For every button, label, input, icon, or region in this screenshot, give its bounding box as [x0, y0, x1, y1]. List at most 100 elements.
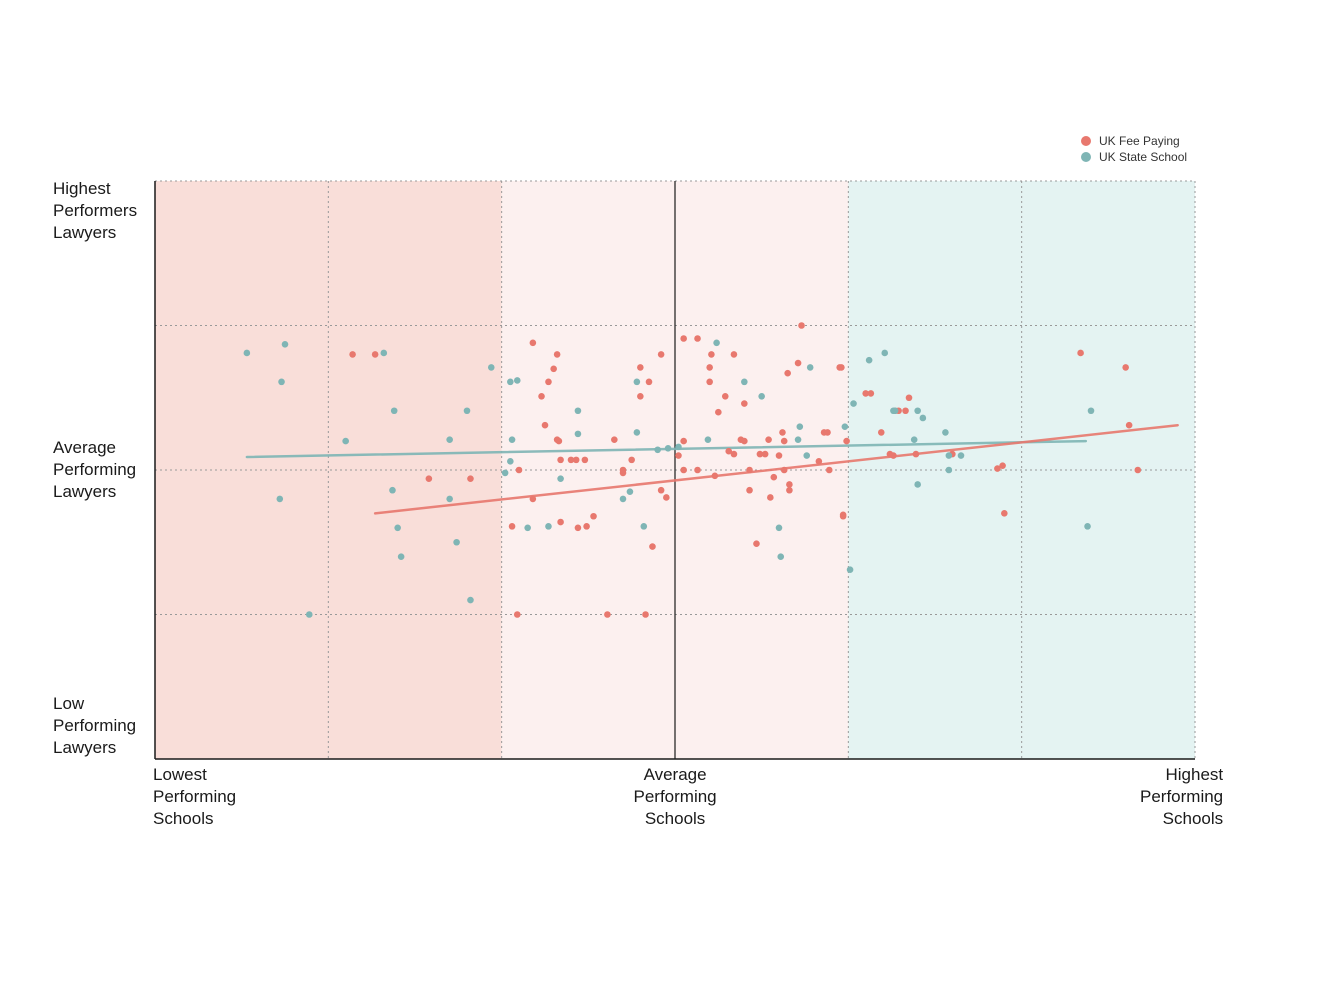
data-point-uk-fee-paying: [753, 540, 760, 547]
data-point-uk-fee-paying: [550, 365, 557, 373]
x-tick-label: Average Performing Schools: [633, 765, 717, 828]
data-point-uk-state-school: [846, 566, 854, 574]
data-point-uk-state-school: [794, 436, 802, 443]
data-point-uk-state-school: [957, 452, 965, 459]
data-point-uk-fee-paying: [583, 523, 590, 530]
legend-label-state-school: UK State School: [1099, 150, 1188, 164]
data-point-uk-state-school: [507, 378, 514, 386]
legend-swatch-fee-paying: [1081, 136, 1091, 146]
data-point-uk-state-school: [390, 407, 398, 415]
data-point-uk-fee-paying: [1125, 421, 1133, 429]
data-point-uk-state-school: [713, 339, 720, 347]
data-point-uk-fee-paying: [824, 429, 831, 436]
data-point-uk-fee-paying: [645, 378, 653, 386]
trendline-uk-fee-paying: [373, 423, 1179, 515]
data-point-uk-fee-paying: [798, 322, 805, 329]
data-point-uk-fee-paying: [619, 469, 627, 477]
data-point-uk-fee-paying: [867, 390, 875, 397]
data-point-uk-fee-paying: [794, 359, 802, 367]
data-point-uk-state-school: [389, 486, 396, 494]
data-point-uk-state-school: [675, 443, 682, 451]
data-point-uk-fee-paying: [767, 494, 774, 501]
data-point-uk-fee-paying: [545, 378, 552, 386]
data-point-uk-fee-paying: [902, 407, 909, 415]
data-point-uk-fee-paying: [711, 472, 719, 480]
data-point-uk-fee-paying: [741, 437, 748, 445]
data-point-uk-fee-paying: [741, 400, 748, 407]
data-point-uk-state-school: [942, 429, 949, 436]
data-point-uk-state-school: [777, 553, 785, 560]
data-point-uk-state-school: [305, 611, 313, 618]
data-point-uk-state-school: [914, 407, 921, 415]
data-point-uk-fee-paying: [784, 369, 791, 377]
data-point-uk-fee-paying: [628, 456, 635, 464]
data-point-uk-state-school: [446, 495, 453, 503]
data-point-uk-state-school: [463, 407, 471, 415]
data-point-uk-state-school: [704, 436, 712, 443]
data-point-uk-fee-paying: [515, 466, 523, 474]
data-point-uk-state-school: [626, 488, 634, 495]
data-point-uk-fee-paying: [1001, 510, 1008, 517]
data-point-uk-fee-paying: [663, 494, 670, 501]
data-point-uk-fee-paying: [706, 364, 713, 371]
data-point-uk-fee-paying: [862, 390, 869, 397]
data-point-uk-state-school: [467, 596, 474, 604]
axes: [154, 181, 1195, 760]
data-point-uk-fee-paying: [786, 481, 793, 488]
data-point-uk-state-school: [654, 446, 661, 454]
data-point-uk-state-school: [1087, 407, 1095, 415]
data-point-uk-state-school: [574, 407, 582, 415]
data-point-uk-state-school: [545, 523, 552, 530]
legend-entry-fee-paying: UK Fee Paying: [1081, 133, 1187, 149]
data-point-uk-fee-paying: [779, 429, 786, 436]
data-point-uk-state-school: [446, 436, 453, 443]
legend-label-fee-paying: UK Fee Paying: [1099, 134, 1180, 148]
data-point-uk-state-school: [397, 553, 405, 560]
y-tick-label: Highest Performers Lawyers: [53, 179, 138, 242]
data-point-uk-fee-paying: [553, 351, 561, 358]
data-point-uk-fee-paying: [786, 486, 793, 494]
data-point-uk-state-school: [758, 393, 765, 400]
data-point-uk-fee-paying: [529, 339, 537, 347]
data-point-uk-state-school: [841, 423, 849, 430]
data-point-uk-fee-paying: [572, 456, 580, 464]
data-point-uk-state-school: [633, 378, 641, 386]
data-point-uk-fee-paying: [680, 335, 687, 342]
data-point-uk-fee-paying: [780, 437, 788, 445]
data-point-uk-state-school: [281, 340, 289, 348]
data-point-uk-fee-paying: [994, 465, 1001, 472]
data-point-uk-fee-paying: [553, 436, 561, 443]
data-point-uk-fee-paying: [657, 486, 665, 494]
data-point-uk-fee-paying: [694, 335, 701, 342]
data-point-uk-fee-paying: [694, 466, 701, 474]
data-point-uk-fee-paying: [642, 611, 649, 618]
data-point-uk-fee-paying: [765, 436, 772, 443]
data-point-uk-fee-paying: [836, 364, 843, 371]
data-point-uk-fee-paying: [557, 518, 564, 526]
legend-entry-state-school: UK State School: [1081, 149, 1187, 165]
data-point-uk-fee-paying: [541, 421, 549, 429]
data-point-uk-state-school: [507, 458, 514, 465]
data-point-uk-fee-paying: [425, 475, 433, 482]
data-point-uk-fee-paying: [1077, 349, 1084, 357]
data-point-uk-state-school: [945, 466, 953, 474]
data-point-uk-fee-paying: [912, 450, 920, 458]
data-point-uk-fee-paying: [756, 450, 764, 458]
data-point-uk-state-school: [501, 469, 509, 477]
data-point-uk-fee-paying: [680, 437, 687, 445]
data-point-uk-state-school: [850, 400, 857, 407]
data-point-uk-fee-paying: [590, 512, 597, 520]
data-point-uk-state-school: [513, 377, 521, 384]
data-point-uk-fee-paying: [746, 466, 753, 474]
data-point-uk-state-school: [243, 349, 251, 357]
data-point-uk-fee-paying: [775, 452, 783, 459]
data-point-uk-fee-paying: [508, 523, 516, 530]
data-point-uk-state-school: [394, 524, 401, 532]
data-point-uk-state-school: [891, 407, 899, 415]
y-tick-label: Average Performing Lawyers: [53, 438, 137, 501]
data-point-uk-state-school: [1084, 523, 1091, 530]
data-point-uk-fee-paying: [467, 475, 474, 482]
data-point-uk-fee-paying: [725, 447, 733, 455]
data-point-uk-fee-paying: [721, 393, 729, 400]
